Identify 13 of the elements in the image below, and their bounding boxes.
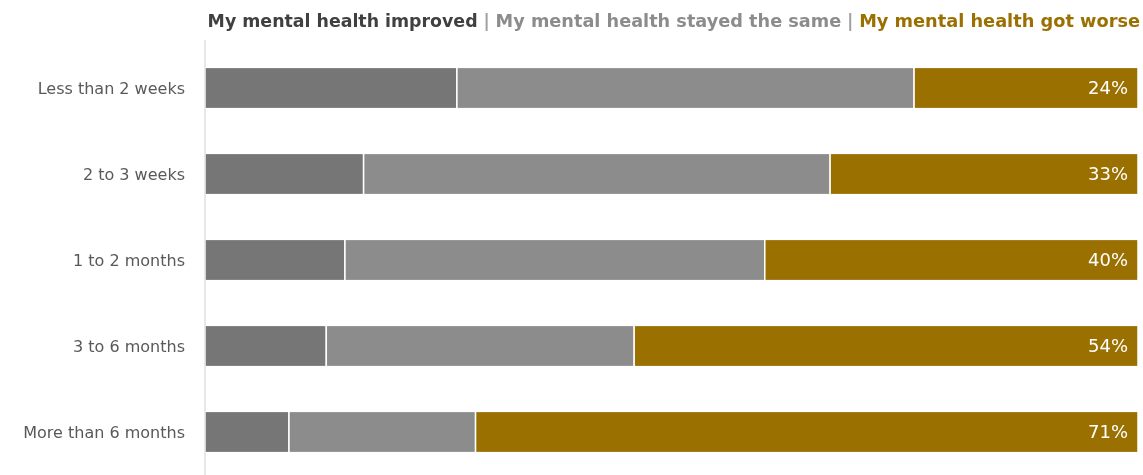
text: My mental health stayed the same [495,10,848,31]
y-tick-label: Less than 2 weeks [37,78,185,98]
data-label: 24% [1087,77,1128,99]
text: My mental health got worse [859,10,1143,31]
y-tick-label: 1 to 2 months [73,250,185,270]
y-tick-label: 3 to 6 months [73,336,185,356]
data-label: 54% [1087,335,1128,357]
text: My mental health improved [207,10,488,31]
y-tick-label: More than 6 months [23,422,185,442]
data-label: 33% [1087,163,1128,185]
data-label: 40% [1087,249,1128,271]
y-tick-label: 2 to 3 weeks [82,164,185,184]
data-label: 71% [1087,421,1128,443]
